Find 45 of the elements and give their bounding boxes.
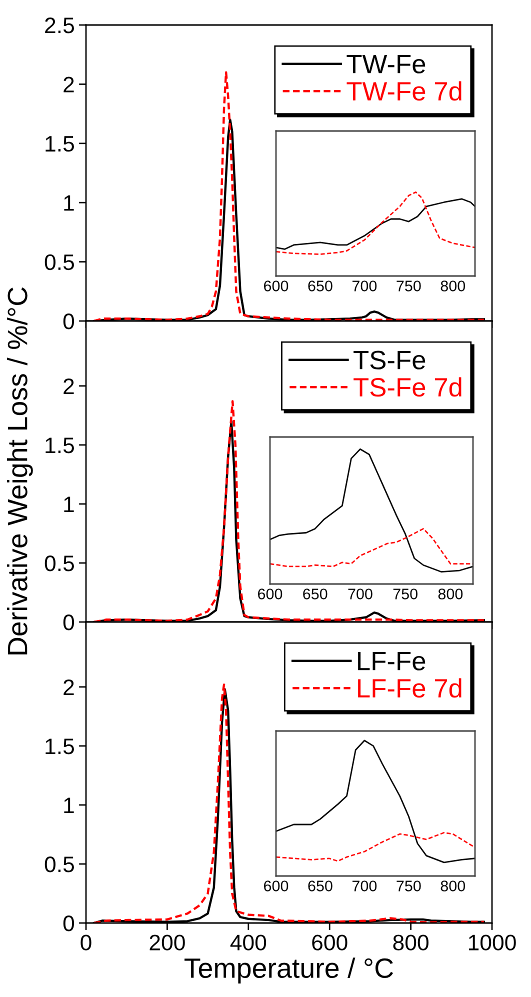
legend-label: TW-Fe 7d bbox=[346, 81, 462, 101]
y-tick-label: 0.5 bbox=[44, 254, 74, 270]
y-tick-label: 0.5 bbox=[44, 856, 74, 872]
x-tick-label: 0 bbox=[80, 934, 92, 950]
y-axis-title: Derivative Weight Loss / %/°C bbox=[6, 287, 33, 654]
y-tick-label: 1 bbox=[64, 195, 74, 211]
legend-label: LF-Fe bbox=[358, 652, 426, 670]
x-tick-label: 600 bbox=[264, 880, 288, 892]
x-tick-label: 600 bbox=[258, 588, 282, 600]
y-tick-label: 2.5 bbox=[45, 18, 74, 34]
y-tick-label: 2 bbox=[64, 378, 74, 394]
x-tick-label: 600 bbox=[264, 280, 288, 292]
x-tick-label: 200 bbox=[150, 934, 185, 950]
x-tick-label: 800 bbox=[440, 880, 466, 892]
y-tick-label: 0 bbox=[63, 916, 74, 932]
x-axis-title: Temperature / °C bbox=[184, 958, 394, 984]
y-tick-label: 1.5 bbox=[46, 136, 74, 152]
x-tick-label: 650 bbox=[308, 280, 332, 292]
x-tick-label: 1000 bbox=[468, 934, 516, 950]
y-tick-label: 2 bbox=[64, 679, 74, 695]
x-tick-label: 650 bbox=[303, 588, 328, 600]
y-tick-label: 0 bbox=[63, 314, 74, 330]
x-tick-label: 800 bbox=[438, 588, 463, 600]
y-tick-label: 1.5 bbox=[46, 738, 74, 754]
x-tick-label: 750 bbox=[396, 280, 421, 292]
x-tick-label: 750 bbox=[393, 588, 418, 600]
x-tick-label: 750 bbox=[396, 880, 421, 892]
x-tick-label: 700 bbox=[348, 588, 372, 600]
y-tick-label: 0.5 bbox=[44, 556, 74, 572]
legend-label: TS-Fe 7d bbox=[354, 377, 462, 397]
x-tick-label: 600 bbox=[312, 934, 348, 950]
legend-label: TS-Fe bbox=[354, 350, 426, 370]
y-tick-label: 1.5 bbox=[46, 438, 74, 454]
legend-label: TW-Fe bbox=[346, 54, 426, 74]
y-tick-label: 0 bbox=[63, 614, 74, 630]
legend-label: LF-Fe 7d bbox=[358, 678, 462, 698]
x-tick-label: 700 bbox=[352, 880, 377, 892]
x-tick-label: 800 bbox=[393, 934, 428, 950]
y-tick-label: 1 bbox=[64, 798, 74, 814]
x-tick-label: 800 bbox=[440, 280, 466, 292]
x-tick-label: 700 bbox=[352, 280, 377, 292]
x-tick-label: 650 bbox=[308, 880, 332, 892]
y-tick-label: 2 bbox=[64, 76, 74, 92]
y-tick-label: 1 bbox=[64, 496, 74, 512]
x-tick-label: 400 bbox=[230, 934, 266, 950]
